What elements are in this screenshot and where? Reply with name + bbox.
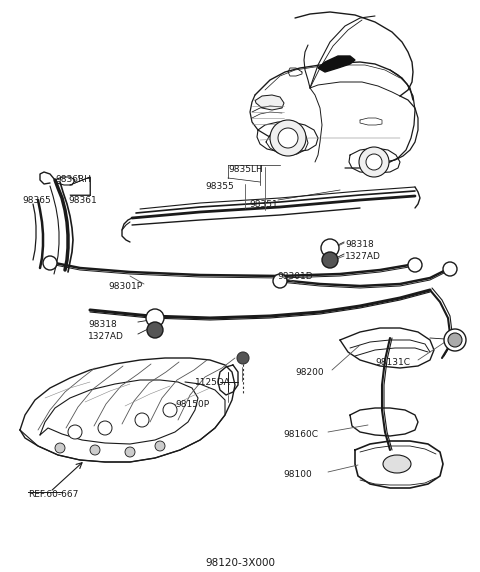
Circle shape [270,120,306,156]
Circle shape [135,413,149,427]
Circle shape [43,256,57,270]
Circle shape [163,403,177,417]
Circle shape [322,252,338,268]
Text: 98355: 98355 [205,182,234,191]
Text: 9835LH: 9835LH [228,165,263,174]
Circle shape [55,443,65,453]
Circle shape [68,425,82,439]
Text: 98351: 98351 [249,200,278,209]
Text: 98318: 98318 [345,240,374,249]
Ellipse shape [383,455,411,473]
Text: 98120-3X000: 98120-3X000 [205,558,275,568]
Text: 98365: 98365 [22,196,51,205]
Circle shape [273,274,287,288]
Polygon shape [256,95,284,110]
Circle shape [146,309,164,327]
Circle shape [366,154,382,170]
Circle shape [444,329,466,351]
Text: 98361: 98361 [68,196,97,205]
Circle shape [278,128,298,148]
Circle shape [147,322,163,338]
Polygon shape [318,56,355,72]
Text: 98131C: 98131C [375,358,410,367]
Circle shape [359,147,389,177]
Circle shape [321,239,339,257]
Circle shape [155,441,165,451]
Text: REF.60-667: REF.60-667 [28,490,78,499]
Circle shape [125,447,135,457]
Text: 98100: 98100 [283,470,312,479]
Circle shape [90,445,100,455]
Text: 9836RH: 9836RH [55,175,91,184]
Text: 98150P: 98150P [175,400,209,409]
Circle shape [408,258,422,272]
Circle shape [237,352,249,364]
Circle shape [443,262,457,276]
Text: 1327AD: 1327AD [345,252,381,261]
Text: 1125DA: 1125DA [195,378,231,387]
Text: 98301D: 98301D [277,272,312,281]
Circle shape [98,421,112,435]
Text: 98301P: 98301P [108,282,142,291]
Text: 98160C: 98160C [283,430,318,439]
Text: 1327AD: 1327AD [88,332,124,341]
Circle shape [448,333,462,347]
Text: 98318: 98318 [88,320,117,329]
Text: 98200: 98200 [295,368,324,377]
